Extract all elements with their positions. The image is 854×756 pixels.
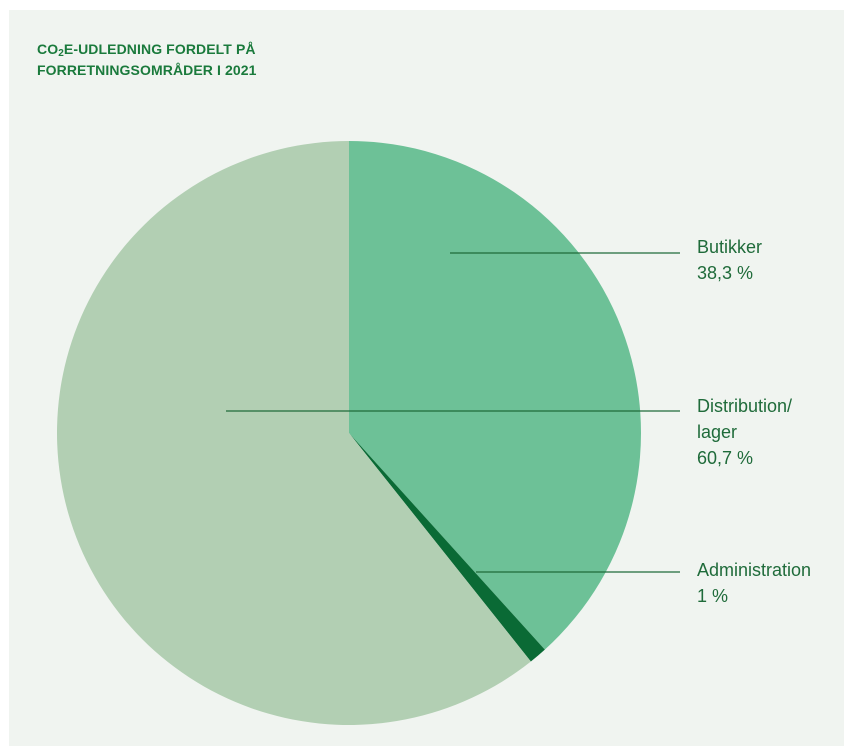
- slice-category-label: lager: [697, 422, 737, 442]
- pie-slice-butikker: [349, 141, 642, 650]
- slice-category-label: Distribution/: [697, 396, 792, 416]
- slice-category-label: Butikker: [697, 237, 762, 257]
- slice-value-label: 1 %: [697, 586, 728, 606]
- slice-labels: Butikker 38,3 % Administration 1 % Distribut…: [697, 237, 811, 606]
- pie-slices: [56, 141, 642, 725]
- chart-title-subscript: 2: [58, 48, 64, 59]
- slice-value-label: 38,3 %: [697, 263, 753, 283]
- chart-title-co: CO: [37, 41, 59, 57]
- pie-slice-administration: [349, 433, 545, 662]
- slice-category-label: Administration: [697, 560, 811, 580]
- chart-title: CO2E-UDLEDNING FORDELT PÅ FORRETNINGSOMR…: [37, 41, 257, 79]
- pie-slice-distribution: [56, 141, 531, 725]
- chart-title-line2: FORRETNINGSOMRÅDER I 2021: [37, 62, 257, 78]
- leader-lines: [226, 252, 680, 573]
- slice-value-label: 60,7 %: [697, 448, 753, 468]
- chart-title-line1: E-UDLEDNING FORDELT PÅ: [63, 41, 256, 57]
